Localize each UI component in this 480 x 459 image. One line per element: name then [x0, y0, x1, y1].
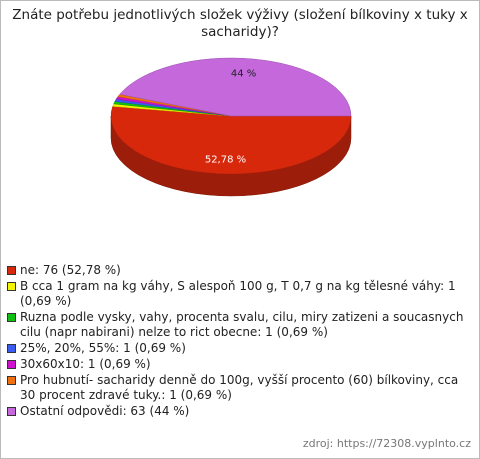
legend-item: Pro hubnutí- sacharidy denně do 100g, vy… — [7, 373, 473, 403]
legend-swatch — [7, 376, 16, 385]
value-label: 44 % — [231, 68, 256, 79]
legend-label: 30x60x10: 1 (0,69 %) — [20, 357, 151, 371]
value-label: 52,78 % — [205, 154, 246, 165]
legend-swatch — [7, 344, 16, 353]
source: zdroj: https://72308.vyplnto.cz — [302, 437, 471, 450]
legend-swatch — [7, 313, 16, 322]
legend-label: B cca 1 gram na kg váhy, S alespoň 100 g… — [20, 279, 456, 308]
legend: ne: 76 (52,78 %) B cca 1 gram na kg váhy,… — [7, 263, 473, 420]
legend-item: Ostatní odpovědi: 63 (44 %) — [7, 404, 473, 419]
legend-item: 30x60x10: 1 (0,69 %) — [7, 357, 473, 372]
legend-item: B cca 1 gram na kg váhy, S alespoň 100 g… — [7, 279, 473, 309]
legend-label: Ostatní odpovědi: 63 (44 %) — [20, 404, 190, 418]
legend-swatch — [7, 360, 16, 369]
chart-title: Znáte potřebu jednotlivých složek výživy… — [12, 7, 468, 40]
pie-area: 52,78 % 44 % — [110, 57, 352, 197]
legend-item: Ruzna podle vysky, vahy, procenta svalu,… — [7, 310, 473, 340]
legend-label: Pro hubnutí- sacharidy denně do 100g, vy… — [20, 373, 459, 402]
legend-swatch — [7, 407, 16, 416]
legend-label: 25%, 20%, 55%: 1 (0,69 %) — [20, 341, 186, 355]
legend-label: Ruzna podle vysky, vahy, procenta svalu,… — [20, 310, 464, 339]
legend-item: 25%, 20%, 55%: 1 (0,69 %) — [7, 341, 473, 356]
legend-label: ne: 76 (52,78 %) — [20, 263, 121, 277]
pie-slice — [119, 57, 352, 117]
pie-slice — [110, 106, 352, 175]
legend-item: ne: 76 (52,78 %) — [7, 263, 473, 278]
legend-swatch — [7, 266, 16, 275]
legend-swatch — [7, 282, 16, 291]
